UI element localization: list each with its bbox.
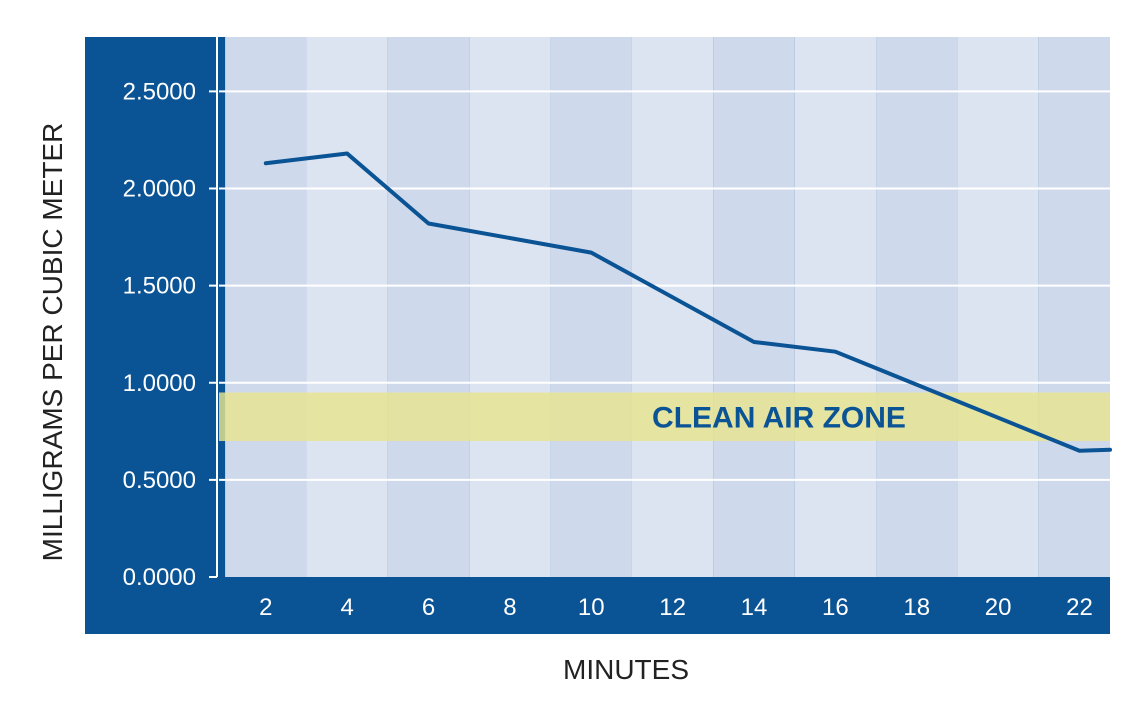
y-tick-label: 1.5000 <box>123 273 196 300</box>
gridlines <box>219 90 1110 481</box>
plot-stripe <box>1038 37 1110 577</box>
plot-stripe <box>957 37 1039 577</box>
plot-stripe <box>631 37 714 577</box>
plot-stripe <box>876 37 958 577</box>
x-tick-label: 2 <box>259 594 272 621</box>
x-tick-label: 16 <box>822 594 849 621</box>
x-tick-label: 20 <box>985 594 1012 621</box>
y-tick-label: 2.5000 <box>123 78 196 105</box>
x-tick-labels: 2 4 6 8 10 12 14 16 18 20 22 <box>259 594 1093 621</box>
plot-stripe <box>550 37 632 577</box>
plot-stripe <box>794 37 877 577</box>
y-tick-label: 0.0000 <box>123 564 196 591</box>
plot-stripe <box>387 37 470 577</box>
x-tick-label: 8 <box>503 594 516 621</box>
series-line <box>263 151 1112 453</box>
y-tick-label: 0.5000 <box>123 467 196 494</box>
y-axis-title: MILLIGRAMS PER CUBIC METER <box>37 123 68 562</box>
x-tick-label: 10 <box>578 594 605 621</box>
plot-stripe <box>469 37 551 577</box>
y-tick-label: 2.0000 <box>123 176 196 203</box>
x-tick-label: 12 <box>659 594 686 621</box>
x-tick-label: 18 <box>903 594 930 621</box>
plot-stripe <box>713 37 795 577</box>
x-axis-title: MINUTES <box>563 654 689 685</box>
plot-area <box>225 37 1110 577</box>
plot-stripe <box>225 37 307 577</box>
x-tick-label: 4 <box>340 594 353 621</box>
plot-stripe <box>306 37 388 577</box>
y-tick-label: 1.0000 <box>123 370 196 397</box>
y-tick-labels: 0.0000 0.5000 1.0000 1.5000 2.0000 2.5000 <box>123 78 217 591</box>
x-tick-label: 14 <box>741 594 768 621</box>
clean-air-zone-label: CLEAN AIR ZONE <box>652 402 906 435</box>
clean-air-zone-band <box>219 392 1110 442</box>
x-tick-label: 22 <box>1066 594 1093 621</box>
x-tick-label: 6 <box>422 594 435 621</box>
